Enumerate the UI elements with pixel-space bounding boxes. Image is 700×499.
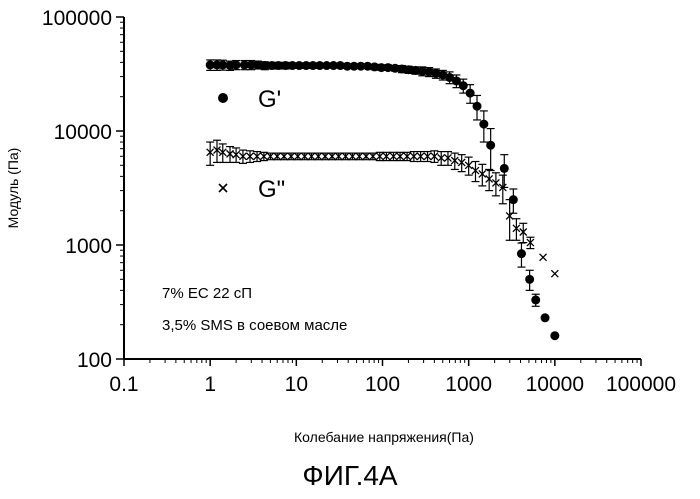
g-prime-point bbox=[459, 81, 468, 90]
legend-label-g-prime: G' bbox=[258, 86, 281, 113]
g-prime-point bbox=[232, 60, 241, 69]
x-tick-label: 100 bbox=[365, 373, 400, 396]
g-prime-point bbox=[525, 275, 534, 284]
g-double-prime-point bbox=[551, 270, 558, 277]
x-tick-label: 100000 bbox=[606, 373, 676, 396]
legend: G' G" bbox=[218, 86, 285, 203]
x-tick-label: 1000 bbox=[445, 373, 492, 396]
y-tick-label: 1000 bbox=[65, 235, 112, 258]
g-prime-point bbox=[509, 195, 518, 204]
annotation-concentration: 7% ЕС 22 сП bbox=[162, 285, 252, 302]
g-prime-point bbox=[531, 295, 540, 304]
g-prime-point bbox=[466, 89, 475, 98]
figure-caption: ФИГ.4А bbox=[302, 460, 398, 491]
y-axis-title: Модуль (Па) bbox=[5, 148, 21, 229]
x-axis-title: Колебание напряжения(Па) bbox=[294, 429, 474, 445]
x-tick-label: 1 bbox=[204, 373, 216, 396]
y-tick-label: 10000 bbox=[54, 121, 112, 144]
y-tick-label: 100 bbox=[77, 349, 112, 372]
g-prime-point bbox=[473, 102, 482, 111]
x-tick-label: 0.1 bbox=[109, 373, 138, 396]
g-prime-point bbox=[517, 249, 526, 258]
annotation-composition: 3,5% SMS в соевом масле bbox=[162, 317, 347, 334]
g-prime-point bbox=[500, 164, 509, 173]
g-prime-point bbox=[486, 141, 495, 150]
y-tick-label: 100000 bbox=[42, 7, 112, 30]
legend-marker-g-prime bbox=[218, 93, 228, 103]
legend-label-g-double-prime: G" bbox=[258, 176, 285, 203]
x-tick-label: 10 bbox=[285, 373, 308, 396]
x-tick-label: 10000 bbox=[526, 373, 584, 396]
error-bars bbox=[206, 60, 540, 306]
plot-area: 0.1 1 10 100 1000 10000 100000 100 1000 10000 1000… bbox=[42, 7, 676, 396]
g-prime-point bbox=[479, 120, 488, 129]
g-double-prime-point bbox=[540, 254, 547, 261]
g-prime-point bbox=[550, 331, 559, 340]
g-prime-point bbox=[541, 313, 550, 322]
legend-marker-g-double-prime bbox=[219, 184, 227, 192]
